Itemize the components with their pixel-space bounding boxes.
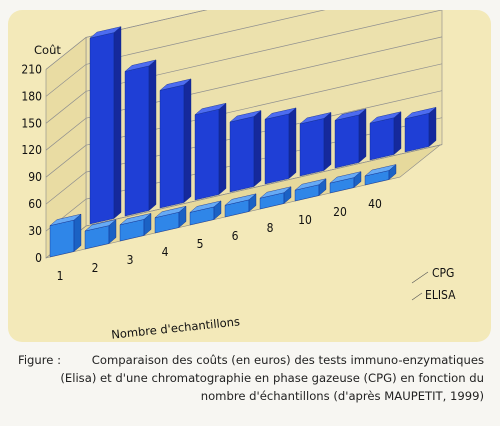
x-tick-label: 8	[267, 221, 274, 235]
bar-elisa-20	[329, 171, 362, 194]
x-tick-label: 3	[127, 253, 134, 267]
bar-elisa-2	[84, 219, 117, 250]
caption-line-1: Comparaison des coûts (en euros) des tes…	[91, 353, 484, 367]
depth-tick	[411, 271, 429, 284]
gridline	[45, 10, 208, 70]
caption-text: Comparaison des coûts (en euros) des tes…	[60, 351, 484, 405]
y-tick-label: 180	[21, 89, 42, 103]
chart-panel: 0 30 60 90 120 150 180 210 Coût 1 2 3 4 5 6 8 10 20 40 Nomb…	[8, 10, 491, 342]
bar-cpg-5	[229, 110, 262, 193]
figure-caption: Figure : Comparaison des coûts (en euros…	[8, 351, 492, 421]
y-tick-label: 210	[21, 62, 42, 76]
y-tick-label: 0	[35, 251, 42, 265]
bar-elisa-8	[259, 186, 292, 210]
y-tick-label: 90	[28, 170, 42, 184]
bar-cpg-40	[404, 106, 437, 153]
y-tick-label: 150	[21, 116, 42, 130]
bar-cpg-1	[89, 26, 122, 225]
bar-cpg-4	[194, 102, 227, 201]
y-tick-label: 30	[28, 224, 42, 238]
bar-elisa-3	[119, 212, 152, 242]
x-tick-label: 2	[92, 261, 99, 275]
bar-chart: 0 30 60 90 120 150 180 210 Coût 1 2 3 4 5 6 8 10 20 40 Nomb…	[21, 10, 456, 342]
gridline	[45, 36, 443, 151]
bar-cpg-2	[124, 59, 157, 217]
x-axis-title: Nombre d'echantillons	[111, 314, 241, 341]
gridline	[45, 10, 326, 97]
x-tick-label: 1	[57, 269, 64, 283]
x-tick-label: 5	[197, 237, 204, 251]
x-tick-label: 20	[333, 205, 347, 219]
x-tick-label: 6	[232, 229, 239, 243]
x-tick-label: 40	[368, 197, 382, 211]
bar-elisa-4	[154, 205, 187, 234]
caption-line-2: (Elisa) et d'une chromatographie en phas…	[60, 371, 484, 385]
caption-line-3: nombre d'échantillons (d'après MAUPETIT,…	[200, 389, 484, 403]
bar-cpg-20	[369, 111, 402, 161]
series-label-elisa: ELISA	[425, 288, 456, 302]
gridline	[45, 10, 443, 124]
x-tick-label: 4	[162, 245, 169, 259]
bar-elisa-6	[224, 193, 257, 218]
bar-cpg-10	[334, 108, 367, 169]
bar-elisa-10	[294, 178, 327, 202]
bar-cpg-3	[159, 78, 192, 209]
x-tick-label: 10	[298, 213, 312, 227]
bar-elisa-5	[189, 200, 222, 226]
bar-elisa-1	[49, 213, 82, 258]
depth-tick	[411, 292, 423, 301]
y-axis-title: Coût	[34, 43, 61, 57]
series-label-cpg: CPG	[432, 266, 454, 280]
y-tick-label: 60	[28, 197, 42, 211]
y-tick-label: 120	[21, 143, 42, 157]
bar-elisa-40	[364, 164, 397, 186]
bar-cpg-8	[299, 111, 332, 177]
gridline	[45, 63, 443, 178]
caption-label: Figure :	[18, 353, 61, 367]
bar-cpg-6	[264, 107, 297, 185]
